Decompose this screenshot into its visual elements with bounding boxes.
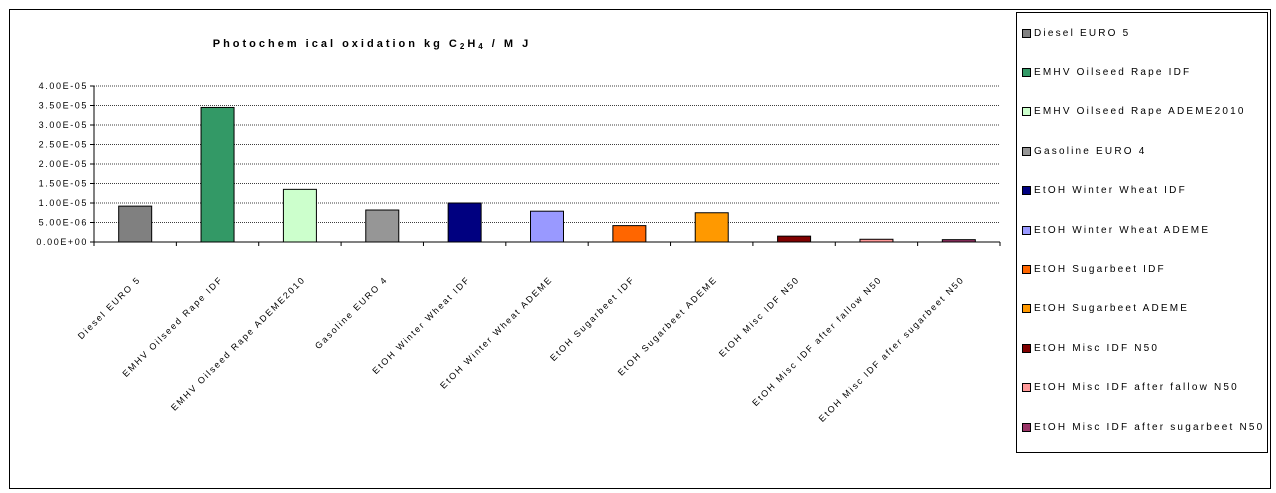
y-tick-label: 1.00E-05	[39, 198, 88, 208]
legend-swatch	[1022, 343, 1031, 353]
legend-swatch	[1022, 28, 1031, 38]
y-tick-label: 3.50E-05	[39, 101, 88, 111]
bar-7	[612, 225, 647, 243]
chart-title: Photochem ical oxidation kg C2H4 / M J	[213, 38, 532, 51]
legend-item: EMHV Oilseed Rape IDF	[1022, 65, 1191, 79]
legend-label: EMHV Oilseed Rape ADEME2010	[1034, 106, 1246, 118]
x-tick-label: EtOH Sugarbeet IDF	[548, 274, 637, 363]
bar-2	[200, 106, 235, 243]
bar-1	[118, 205, 153, 243]
legend-item: EtOH Misc IDF after sugarbeet N50	[1022, 420, 1264, 434]
bar-9	[777, 235, 812, 243]
y-tick-label: 4.00E-05	[39, 81, 88, 91]
x-tick-label: EtOH Misc IDF after sugarbeet N50	[817, 274, 967, 424]
legend-swatch	[1022, 383, 1031, 393]
legend-label: Gasoline EURO 4	[1034, 145, 1147, 157]
bar-5	[447, 202, 482, 243]
x-tick-label: EMHV Oilseed Rape IDF	[120, 274, 225, 379]
legend-swatch	[1022, 264, 1031, 274]
y-tick-label: 0.00E+00	[36, 237, 88, 247]
legend-swatch	[1022, 304, 1031, 314]
bar-3	[282, 188, 317, 243]
legend-swatch	[1022, 225, 1031, 235]
axes	[90, 85, 1001, 246]
bars	[118, 106, 976, 243]
x-tick-label: EtOH Misc IDF after fallow N50	[750, 274, 884, 408]
legend-item: EtOH Misc IDF after fallow N50	[1022, 381, 1239, 395]
legend-item: EtOH Winter Wheat IDF	[1022, 184, 1187, 198]
legend-item: EtOH Winter Wheat ADEME	[1022, 223, 1210, 237]
y-tick-label: 5.00E-06	[39, 218, 88, 228]
legend-label: EtOH Misc IDF after sugarbeet N50	[1034, 421, 1265, 433]
bar-4	[365, 209, 400, 243]
x-tick-label: EtOH Sugarbeet ADEME	[616, 274, 719, 377]
legend-item: Gasoline EURO 4	[1022, 144, 1146, 158]
legend-item: Diesel EURO 5	[1022, 26, 1130, 40]
legend-swatch	[1022, 422, 1031, 432]
legend-label: Diesel EURO 5	[1034, 27, 1131, 39]
x-tick-label: EMHV Oilseed Rape ADEME2010	[169, 274, 307, 412]
legend-item: EtOH Sugarbeet ADEME	[1022, 302, 1189, 316]
legend-label: EtOH Sugarbeet IDF	[1034, 263, 1166, 275]
bar-8	[694, 212, 729, 243]
bar-6	[530, 210, 564, 243]
legend-swatch	[1022, 67, 1031, 77]
legend-item: EtOH Sugarbeet IDF	[1022, 262, 1166, 276]
legend-item: EtOH Misc IDF N50	[1022, 341, 1159, 355]
y-tick-label: 1.50E-05	[39, 179, 88, 189]
gridlines	[94, 85, 1000, 223]
legend-label: EtOH Sugarbeet ADEME	[1034, 303, 1190, 315]
legend-swatch	[1022, 107, 1031, 117]
legend-label: EtOH Misc IDF after fallow N50	[1034, 382, 1239, 394]
legend-item: EMHV Oilseed Rape ADEME2010	[1022, 105, 1246, 119]
legend-label: EtOH Winter Wheat ADEME	[1034, 224, 1211, 236]
x-tick-label: Gasoline EURO 4	[313, 274, 390, 351]
x-tick-label: EtOH Winter Wheat IDF	[370, 274, 472, 376]
y-tick-labels: 0.00E+00 5.00E-06 1.00E-05 1.50E-05 2.00E-05…	[36, 81, 88, 247]
y-tick-label: 2.50E-05	[39, 140, 88, 150]
legend-swatch	[1022, 186, 1031, 196]
x-tick-label: Diesel EURO 5	[76, 274, 143, 341]
y-tick-label: 3.00E-05	[39, 120, 88, 130]
legend: Diesel EURO 5 EMHV Oilseed Rape IDF EMHV O…	[1016, 12, 1268, 453]
legend-swatch	[1022, 146, 1031, 156]
x-tick-label: EtOH Misc IDF N50	[717, 274, 802, 359]
legend-label: EMHV Oilseed Rape IDF	[1034, 66, 1192, 78]
legend-label: EtOH Misc IDF N50	[1034, 342, 1160, 354]
y-tick-label: 2.00E-05	[39, 159, 88, 169]
legend-label: EtOH Winter Wheat IDF	[1034, 185, 1187, 197]
